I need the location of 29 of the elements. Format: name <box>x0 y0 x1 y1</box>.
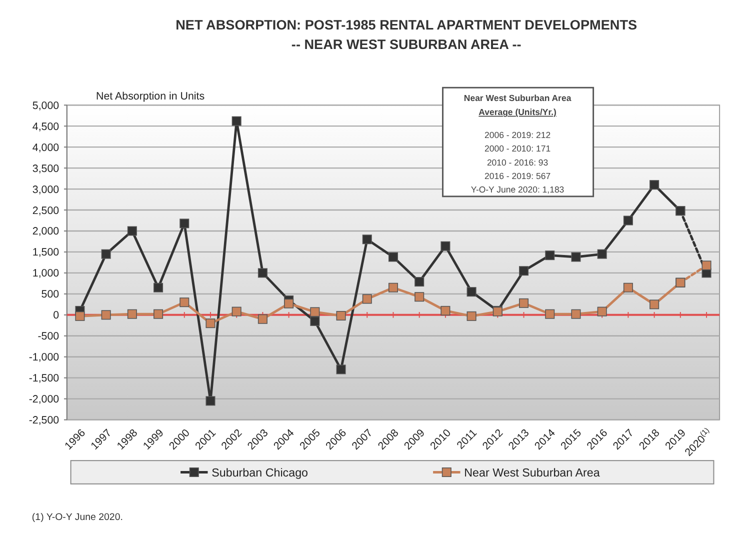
annotation: 2000 - 2010: 171 <box>484 144 551 154</box>
y-tick-label: -2,000 <box>28 394 60 406</box>
y-tick-label: 1,000 <box>32 268 60 280</box>
annotation: Y-O-Y June 2020: 1,183 <box>470 184 564 195</box>
y-tick-label: 2,000 <box>32 226 60 238</box>
y-tick-label: 4,000 <box>32 142 60 154</box>
y-tick-label: 1,500 <box>32 246 60 259</box>
y-tick-label: 0 <box>53 310 60 322</box>
legend-label: Suburban Chicago <box>212 466 308 480</box>
annotation: Average (Units/Yr.) <box>478 106 557 117</box>
y-tick-label: 3,500 <box>32 162 60 175</box>
y-tick-label: 2,500 <box>32 204 60 217</box>
text: Near West Suburban Area <box>464 93 572 104</box>
y-tick-label: -500 <box>38 330 60 343</box>
y-axis-title: Net Absorption in Units <box>96 90 205 102</box>
legend-label: Near West Suburban Area <box>464 466 600 480</box>
chart-subtitle: -- NEAR WEST SUBURBAN AREA -- <box>291 36 522 52</box>
chart-title: NET ABSORPTION: POST-1985 RENTAL APARTMENT DEVELOPMENTS <box>176 17 638 32</box>
y-tick-label: -1,000 <box>28 352 60 364</box>
y-tick-label: 4,500 <box>32 120 60 133</box>
y-tick-label: -1,500 <box>28 372 60 385</box>
annotation: 2010 - 2016: 93 <box>486 157 548 168</box>
annotation: 2016 - 2019: 567 <box>484 170 551 181</box>
text: (1) Y-O-Y June 2020. <box>32 512 123 523</box>
y-tick-label: -2,500 <box>28 414 60 427</box>
annotation: 2006 - 2019: 212 <box>484 130 551 140</box>
y-tick-label: 500 <box>41 288 60 301</box>
y-tick-label: 5,000 <box>32 100 60 112</box>
y-tick-label: 3,000 <box>32 184 60 196</box>
